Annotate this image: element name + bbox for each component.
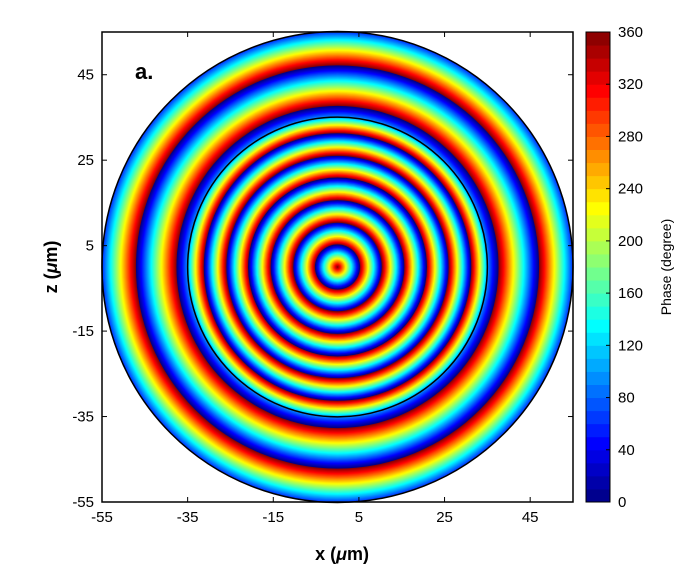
colorbar-segment (586, 84, 610, 98)
colorbar-frame (585, 31, 611, 503)
colorbar-segment (586, 71, 610, 85)
colorbar-label: Phase (degree) (658, 219, 674, 316)
colorbar-segment (586, 32, 610, 46)
colorbar-segment (586, 475, 610, 490)
colorbar-segment (586, 136, 610, 150)
colorbar-segment (586, 97, 610, 111)
colorbar-segment (586, 253, 610, 268)
colorbar-segment (586, 306, 610, 320)
y-tick-label: -35 (72, 409, 94, 426)
colorbar-segment (586, 110, 610, 124)
colorbar-segment (586, 227, 610, 242)
x-axis: -55 -35 -15 5 25 45 (91, 32, 539, 526)
x-tick-label: 25 (436, 509, 453, 526)
colorbar-segment (586, 240, 610, 255)
colorbar-segment (586, 410, 610, 425)
y-tick-label: -15 (72, 323, 94, 340)
colorbar-tick-label: 160 (618, 285, 643, 302)
colorbar-segment (586, 319, 610, 333)
colorbar-segment (586, 332, 610, 346)
axes-frame (101, 31, 574, 503)
colorbar-segment (586, 384, 610, 399)
x-tick-label: -55 (91, 509, 113, 526)
colorbar-tick-label: 320 (618, 76, 643, 93)
inner-boundary-circle (186, 116, 489, 418)
colorbar-segment (586, 214, 610, 229)
colorbar-segment (586, 397, 610, 412)
x-tick-label: -35 (177, 509, 199, 526)
colorbar: 0 40 80 120 160 200 240 280 320 360 Phase (degree… (585, 24, 674, 511)
colorbar-segment (586, 358, 610, 372)
colorbar-segment (586, 149, 610, 164)
y-axis: -55 -35 -15 5 25 45 (72, 67, 573, 511)
colorbar-segment (586, 201, 610, 216)
colorbar-segment (586, 175, 610, 190)
x-axis-label: x (μm) (315, 544, 369, 564)
phase-ring-band (336, 266, 339, 268)
colorbar-tick-label: 80 (618, 390, 635, 407)
colorbar-segment (586, 345, 610, 359)
x-tick-label: 45 (522, 509, 539, 526)
colorbar-segment (586, 58, 610, 72)
colorbar-tick-label: 200 (618, 233, 643, 250)
colorbar-segment (586, 449, 610, 464)
y-tick-label: 5 (86, 238, 94, 255)
colorbar-tick-label: 40 (618, 442, 635, 459)
colorbar-segment (586, 462, 610, 477)
x-tick-label: 5 (355, 509, 363, 526)
colorbar-segment (586, 188, 610, 203)
colorbar-segment (586, 371, 610, 385)
colorbar-segment (586, 436, 610, 451)
y-tick-label: -55 (72, 494, 94, 511)
y-tick-label: 25 (77, 152, 94, 169)
plot-area: a. (101, 30, 574, 504)
y-tick-label: 45 (77, 67, 94, 84)
colorbar-tick-label: 0 (618, 494, 626, 511)
panel-label: a. (135, 59, 153, 84)
colorbar-segment (586, 293, 610, 307)
colorbar-tick-label: 120 (618, 337, 643, 354)
colorbar-segment (586, 45, 610, 59)
colorbar-tick-label: 360 (618, 24, 643, 41)
colorbar-segment (586, 123, 610, 137)
colorbar-tick-label: 240 (618, 181, 643, 198)
phase-rings (102, 32, 573, 502)
y-axis-label: z (μm) (41, 241, 61, 294)
colorbar-tick-label: 280 (618, 128, 643, 145)
colorbar-segment (586, 267, 610, 281)
colorbar-segment (586, 162, 610, 177)
x-tick-label: -15 (262, 509, 284, 526)
colorbar-segment (586, 488, 610, 503)
colorbar-segment (586, 423, 610, 438)
colorbar-segment (586, 280, 610, 294)
colorbar-segments (586, 32, 610, 503)
colorbar-ticks: 0 40 80 120 160 200 240 280 320 360 (606, 24, 643, 511)
